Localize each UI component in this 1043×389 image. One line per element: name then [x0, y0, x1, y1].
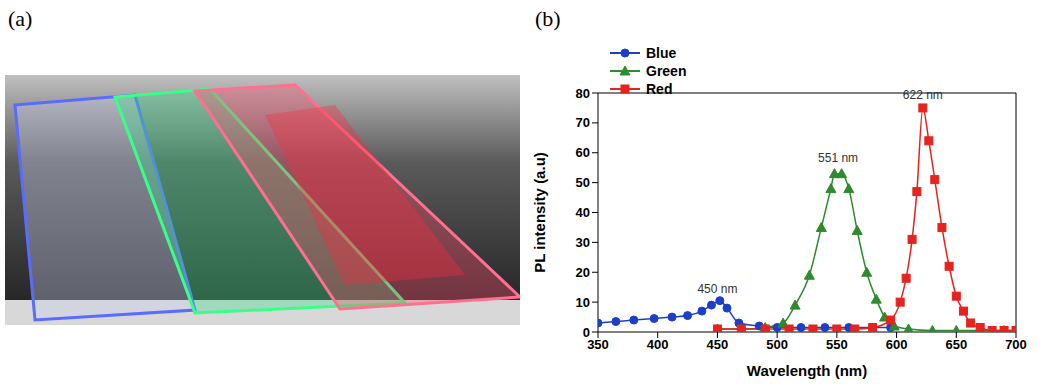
svg-text:40: 40 — [576, 205, 590, 220]
html-text:Red: Red — [646, 81, 673, 97]
svg-text:400: 400 — [647, 337, 669, 352]
svg-text:600: 600 — [886, 337, 908, 352]
svg-text:Wavelength (nm): Wavelength (nm) — [747, 362, 867, 379]
svg-text:350: 350 — [587, 337, 609, 352]
svg-text:30: 30 — [576, 235, 590, 250]
svg-text:60: 60 — [576, 145, 590, 160]
svg-text:450: 450 — [707, 337, 729, 352]
svg-text:550: 550 — [826, 337, 848, 352]
svg-text:650: 650 — [945, 337, 967, 352]
svg-text:700: 700 — [1005, 337, 1027, 352]
svg-text:0: 0 — [583, 325, 590, 340]
svg-text:551 nm: 551 nm — [818, 151, 858, 165]
html-text:(b): (b) — [535, 6, 561, 31]
svg-text:500: 500 — [766, 337, 788, 352]
html-text:(a): (a) — [8, 6, 33, 31]
svg-text:80: 80 — [576, 86, 590, 101]
svg-text:50: 50 — [576, 175, 590, 190]
svg-text:20: 20 — [576, 265, 590, 280]
svg-text:622 nm: 622 nm — [903, 88, 943, 102]
html-text:Blue: Blue — [646, 45, 677, 61]
svg-text:450 nm: 450 nm — [697, 282, 737, 296]
svg-text:PL intensity (a.u): PL intensity (a.u) — [531, 152, 548, 273]
svg-text:70: 70 — [576, 115, 590, 130]
html-text:Green: Green — [646, 63, 687, 79]
svg-text:10: 10 — [576, 295, 590, 310]
